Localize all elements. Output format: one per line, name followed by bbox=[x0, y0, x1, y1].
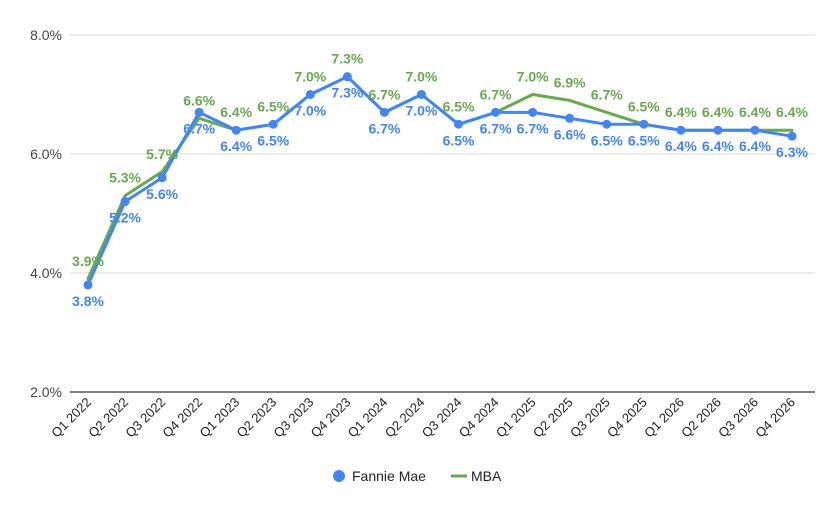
data-label-mba: 6.4% bbox=[702, 104, 734, 120]
data-label-fannie-mae: 6.6% bbox=[554, 126, 586, 142]
x-tick-label: Q3 2025 bbox=[567, 395, 613, 441]
data-label-fannie-mae: 6.7% bbox=[183, 120, 215, 136]
data-label-mba: 6.6% bbox=[183, 92, 215, 108]
data-label-fannie-mae: 6.4% bbox=[665, 138, 697, 154]
x-tick-label: Q2 2026 bbox=[678, 395, 724, 441]
x-tick-label: Q1 2026 bbox=[641, 395, 687, 441]
data-label-fannie-mae: 6.5% bbox=[443, 132, 475, 148]
data-point-fannie-mae bbox=[379, 107, 389, 117]
data-point-fannie-mae bbox=[491, 107, 501, 117]
data-label-fannie-mae: 7.0% bbox=[406, 103, 438, 119]
data-point-fannie-mae bbox=[676, 125, 686, 135]
grid-lines bbox=[70, 34, 815, 393]
data-label-mba: 5.7% bbox=[146, 146, 178, 162]
x-tick-label: Q4 2023 bbox=[308, 395, 354, 441]
data-label-fannie-mae: 5.6% bbox=[146, 186, 178, 202]
data-label-mba: 6.9% bbox=[554, 74, 586, 90]
data-point-fannie-mae bbox=[602, 119, 612, 129]
data-label-mba: 3.9% bbox=[72, 253, 104, 269]
data-label-mba: 5.3% bbox=[109, 170, 141, 186]
data-label-fannie-mae: 7.3% bbox=[331, 85, 363, 101]
data-point-fannie-mae bbox=[120, 197, 130, 207]
data-point-fannie-mae bbox=[416, 90, 426, 99]
data-point-fannie-mae bbox=[268, 119, 278, 129]
x-tick-label: Q3 2022 bbox=[122, 395, 168, 441]
x-tick-label: Q4 2026 bbox=[752, 395, 798, 441]
y-tick-label: 2.0% bbox=[30, 384, 62, 400]
data-label-fannie-mae: 6.7% bbox=[368, 120, 400, 136]
legend: Fannie Mae MBA bbox=[333, 468, 502, 484]
data-label-mba: 7.3% bbox=[331, 51, 363, 67]
data-label-fannie-mae: 5.2% bbox=[109, 210, 141, 226]
data-label-fannie-mae: 6.4% bbox=[220, 138, 252, 154]
data-point-fannie-mae bbox=[750, 125, 760, 135]
x-tick-label: Q1 2022 bbox=[48, 395, 94, 441]
data-label-mba: 6.5% bbox=[443, 98, 475, 114]
data-point-fannie-mae bbox=[157, 173, 167, 183]
data-label-fannie-mae: 7.0% bbox=[294, 103, 326, 119]
data-point-fannie-mae bbox=[83, 280, 93, 290]
x-tick-label: Q1 2025 bbox=[493, 395, 539, 441]
data-point-fannie-mae bbox=[231, 125, 241, 135]
data-labels: 3.8% 5.2% 5.6% 6.7% 6.4% 6.5% 7.0% 7.3% 6.7% 7.0%… bbox=[72, 51, 808, 309]
legend-label-mba: MBA bbox=[471, 468, 502, 484]
data-label-mba: 7.0% bbox=[294, 69, 326, 85]
data-point-fannie-mae bbox=[194, 107, 204, 117]
data-label-mba: 6.5% bbox=[628, 98, 660, 114]
data-label-fannie-mae: 6.4% bbox=[739, 138, 771, 154]
data-label-fannie-mae: 6.5% bbox=[591, 132, 623, 148]
x-tick-label: Q2 2023 bbox=[234, 395, 280, 441]
y-tick-label: 6.0% bbox=[30, 146, 62, 162]
data-point-fannie-mae bbox=[639, 119, 649, 129]
x-tick-label: Q4 2024 bbox=[456, 395, 502, 441]
data-point-fannie-mae bbox=[713, 125, 723, 135]
data-point-fannie-mae bbox=[787, 131, 797, 141]
data-point-fannie-mae bbox=[305, 90, 315, 99]
data-point-fannie-mae bbox=[342, 72, 352, 82]
data-point-fannie-mae bbox=[565, 113, 575, 123]
data-label-fannie-mae: 6.5% bbox=[628, 132, 660, 148]
data-label-mba: 6.4% bbox=[776, 104, 808, 120]
data-point-fannie-mae bbox=[454, 119, 464, 129]
data-label-fannie-mae: 6.7% bbox=[480, 120, 512, 136]
x-tick-label: Q3 2023 bbox=[271, 395, 317, 441]
x-tick-label: Q4 2022 bbox=[159, 395, 205, 441]
legend-marker-fannie-mae bbox=[333, 470, 345, 482]
data-label-mba: 6.4% bbox=[739, 104, 771, 120]
x-tick-label: Q1 2024 bbox=[345, 395, 391, 441]
x-tick-label: Q2 2022 bbox=[85, 395, 131, 441]
x-tick-label: Q1 2023 bbox=[196, 395, 242, 441]
y-tick-label: 4.0% bbox=[30, 265, 62, 281]
data-label-mba: 7.0% bbox=[517, 69, 549, 85]
y-tick-label: 8.0% bbox=[30, 27, 62, 43]
data-label-mba: 6.5% bbox=[257, 98, 289, 114]
data-label-fannie-mae: 3.8% bbox=[72, 293, 104, 309]
data-label-fannie-mae: 6.4% bbox=[702, 138, 734, 154]
x-tick-label: Q3 2024 bbox=[419, 395, 465, 441]
series-lines bbox=[86, 75, 794, 287]
series-points bbox=[83, 72, 797, 290]
data-label-mba: 6.4% bbox=[220, 104, 252, 120]
data-label-mba: 6.7% bbox=[480, 86, 512, 102]
legend-label-fannie-mae: Fannie Mae bbox=[352, 468, 426, 484]
data-label-mba: 6.4% bbox=[665, 104, 697, 120]
data-label-mba: 6.7% bbox=[591, 86, 623, 102]
x-tick-label: Q4 2025 bbox=[604, 395, 650, 441]
x-tick-label: Q2 2025 bbox=[530, 395, 576, 441]
data-label-mba: 6.7% bbox=[368, 86, 400, 102]
series-line-fannie-mae bbox=[86, 75, 794, 287]
data-label-fannie-mae: 6.5% bbox=[257, 132, 289, 148]
data-label-fannie-mae: 6.7% bbox=[517, 120, 549, 136]
y-axis-ticks: 2.0% 4.0% 6.0% 8.0% bbox=[30, 27, 62, 400]
data-point-fannie-mae bbox=[528, 107, 538, 117]
x-tick-label: Q2 2024 bbox=[382, 395, 428, 441]
x-tick-label: Q3 2026 bbox=[715, 395, 761, 441]
data-label-mba: 7.0% bbox=[406, 69, 438, 85]
data-label-fannie-mae: 6.3% bbox=[776, 144, 808, 160]
